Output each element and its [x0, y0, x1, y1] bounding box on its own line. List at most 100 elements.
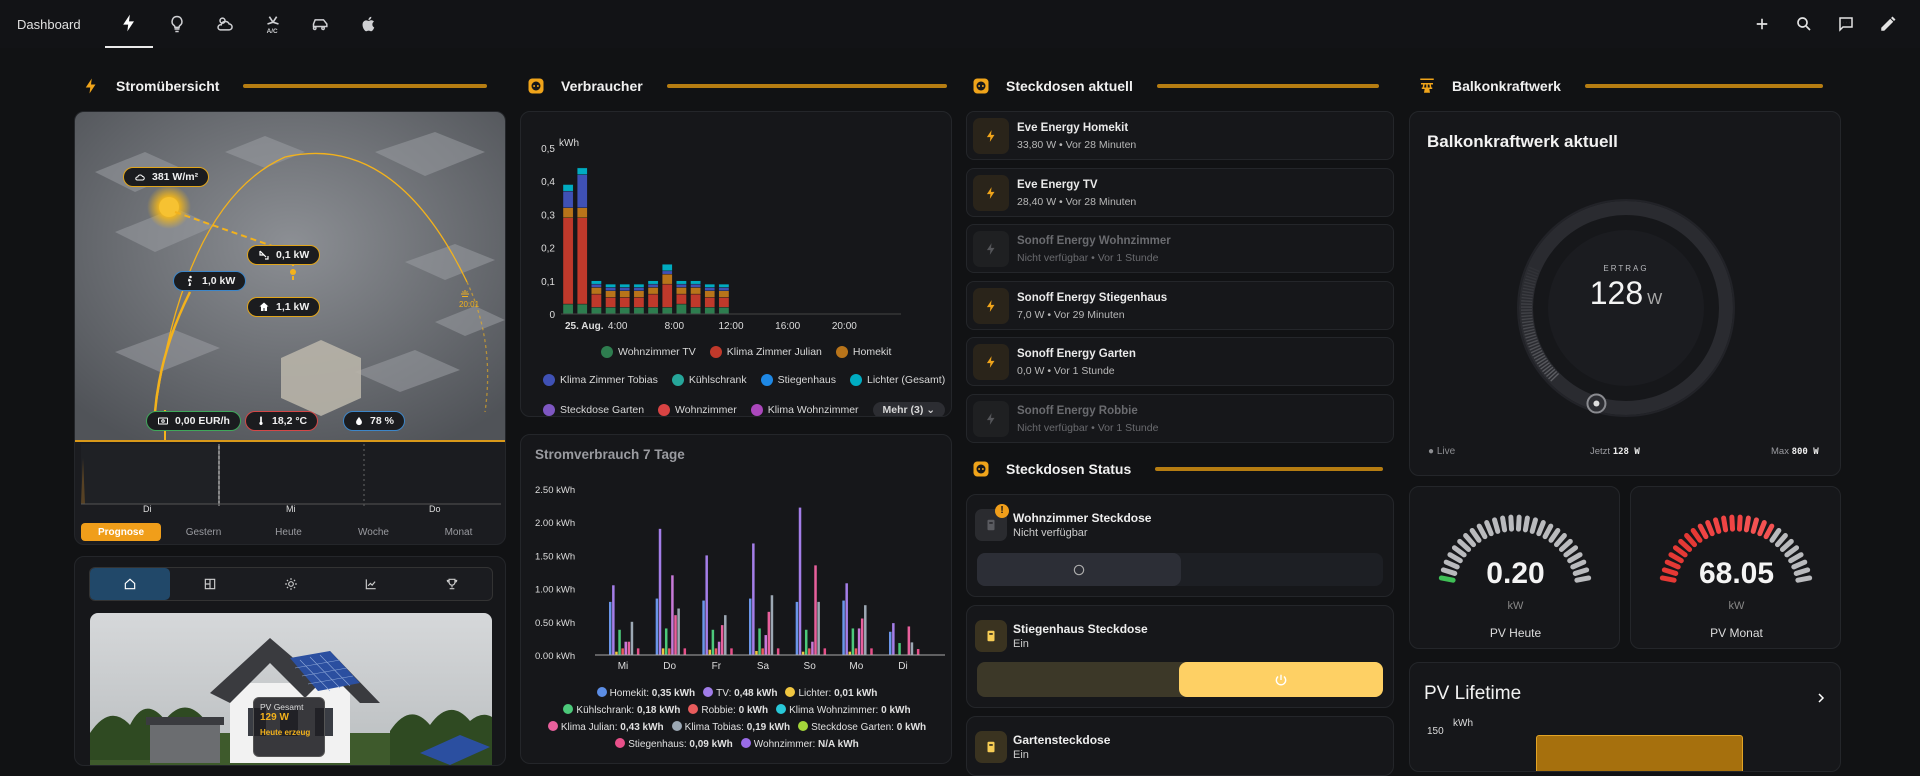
- bar: [852, 628, 855, 655]
- check-icon: [836, 346, 848, 358]
- bar-segment: [648, 294, 658, 307]
- trophy-icon[interactable]: [411, 568, 492, 600]
- status-name: Wohnzimmer Steckdose: [1013, 511, 1151, 525]
- status-card-wohnzimmer: ! Wohnzimmer Steckdose Nicht verfügbar: [966, 494, 1394, 597]
- legend-item[interactable]: Klima Wohnzimmer: 0 kWh: [776, 704, 911, 716]
- chevron-right-icon[interactable]: [1815, 691, 1827, 705]
- legend-item[interactable]: Klima Julian: 0,43 kWh: [548, 721, 664, 733]
- day-label: Do: [429, 504, 441, 514]
- tab-prognose[interactable]: Prognose: [81, 523, 161, 541]
- legend-item[interactable]: Homekit: 0,35 kWh: [597, 687, 696, 699]
- lifetime-bar: [1536, 735, 1743, 772]
- legend-label: Kühlschrank: [689, 374, 747, 386]
- bar-segment: [620, 307, 630, 314]
- legend-item[interactable]: Lichter: 0,01 kWh: [785, 687, 877, 699]
- flash-icon[interactable]: [105, 0, 153, 48]
- apple-icon[interactable]: [345, 0, 393, 48]
- legend-item[interactable]: Klima Zimmer Tobias: [543, 374, 658, 386]
- socket-icon: [527, 77, 545, 95]
- bar-segment: [591, 281, 601, 284]
- tab-heute[interactable]: Heute: [246, 523, 331, 541]
- legend-item[interactable]: Lichter (Gesamt): [850, 374, 945, 386]
- legend-dot: [703, 687, 713, 697]
- legend-label: Robbie:: [701, 705, 738, 716]
- search-icon[interactable]: [1786, 6, 1822, 42]
- gauge-segment: [1518, 517, 1519, 529]
- house-card: PV Gesamt 129 W Heute erzeug: [74, 556, 506, 766]
- bar-segment: [634, 297, 644, 307]
- floorplan-icon[interactable]: [170, 568, 251, 600]
- bar: [858, 628, 861, 655]
- bar: [671, 575, 674, 655]
- plus-icon[interactable]: [1744, 6, 1780, 42]
- sun-icon[interactable]: [250, 568, 331, 600]
- legend-item[interactable]: Wohnzimmer: [658, 402, 737, 417]
- legend-value: 0,18 kWh: [637, 705, 680, 716]
- plug-name: Sonoff Energy Stiegenhaus: [1017, 292, 1167, 304]
- now-readout: Jetzt 128 W: [1590, 446, 1640, 457]
- legend-row: Stiegenhaus: 0,09 kWh Wohnzimmer: N/A kWh: [521, 738, 952, 750]
- tab-gestern[interactable]: Gestern: [161, 523, 246, 541]
- home-icon[interactable]: [90, 568, 170, 600]
- edit-icon[interactable]: [1870, 6, 1906, 42]
- legend-item[interactable]: Homekit: [836, 346, 892, 358]
- tab-monat[interactable]: Monat: [416, 523, 501, 541]
- thermometer-icon: [256, 415, 266, 427]
- person-power-badge: 1,0 kW: [173, 271, 246, 291]
- bar-segment: [676, 281, 686, 284]
- dashboard-title[interactable]: Dashboard: [17, 17, 81, 32]
- gauge-segment: [1495, 520, 1498, 532]
- gauge-segment: [1766, 526, 1772, 537]
- legend-dot: [798, 721, 808, 731]
- legend-item[interactable]: Steckdose Garten: 0 kWh: [798, 721, 926, 733]
- bar-segment: [606, 291, 616, 298]
- y-tick: 2.50 kWh: [535, 485, 575, 496]
- toggle-wohnzimmer[interactable]: [977, 553, 1383, 586]
- bar: [730, 648, 733, 655]
- legend-item[interactable]: Robbie: 0 kWh: [688, 704, 768, 716]
- legend-item[interactable]: Kühlschrank: [672, 374, 747, 386]
- section-divider: [667, 84, 947, 88]
- socket-icon: [972, 460, 990, 478]
- lifetime-unit: kWh: [1453, 718, 1473, 729]
- chart-icon[interactable]: [331, 568, 412, 600]
- legend-label: Stiegenhaus: [778, 374, 836, 386]
- legend-item[interactable]: Wohnzimmer: N/A kWh: [741, 738, 859, 750]
- legend-item[interactable]: TV: 0,48 kWh: [703, 687, 777, 699]
- legend-item[interactable]: Kühlschrank: 0,18 kWh: [563, 704, 680, 716]
- legend-item[interactable]: Klima Wohnzimmer: [751, 402, 859, 417]
- plug-status: 0,0 W • Vor 1 Stunde: [1017, 365, 1115, 377]
- legend-item[interactable]: Steckdose Garten: [543, 402, 644, 417]
- legend-item[interactable]: Klima Tobias: 0,19 kWh: [672, 721, 790, 733]
- check-icon: [658, 404, 670, 416]
- weather-icon[interactable]: [201, 0, 249, 48]
- x-tick: 20:00: [832, 321, 857, 332]
- bar: [656, 599, 659, 655]
- balkon-label: ERTRAG: [1506, 264, 1746, 273]
- bar-segment: [676, 287, 686, 294]
- lightbulb-icon[interactable]: [153, 0, 201, 48]
- legend-label: Stiegenhaus:: [628, 739, 689, 750]
- ac-icon[interactable]: A/C: [249, 0, 297, 48]
- legend-item[interactable]: Stiegenhaus: 0,09 kWh: [615, 738, 733, 750]
- more-button[interactable]: Mehr (3) ⌄: [873, 402, 946, 417]
- legend-item[interactable]: Stiegenhaus: [761, 374, 836, 386]
- legend-item[interactable]: Klima Zimmer Julian: [710, 346, 822, 358]
- bar: [817, 602, 820, 655]
- legend-label: Lichter:: [798, 688, 834, 699]
- car-icon[interactable]: [297, 0, 345, 48]
- tab-woche[interactable]: Woche: [331, 523, 416, 541]
- bar-segment: [563, 218, 573, 304]
- toggle-stiegenhaus[interactable]: [977, 662, 1383, 697]
- legend-item[interactable]: Wohnzimmer TV: [601, 346, 696, 358]
- chat-icon[interactable]: [1828, 6, 1864, 42]
- bar: [718, 642, 721, 655]
- x-tick: Do: [663, 661, 676, 672]
